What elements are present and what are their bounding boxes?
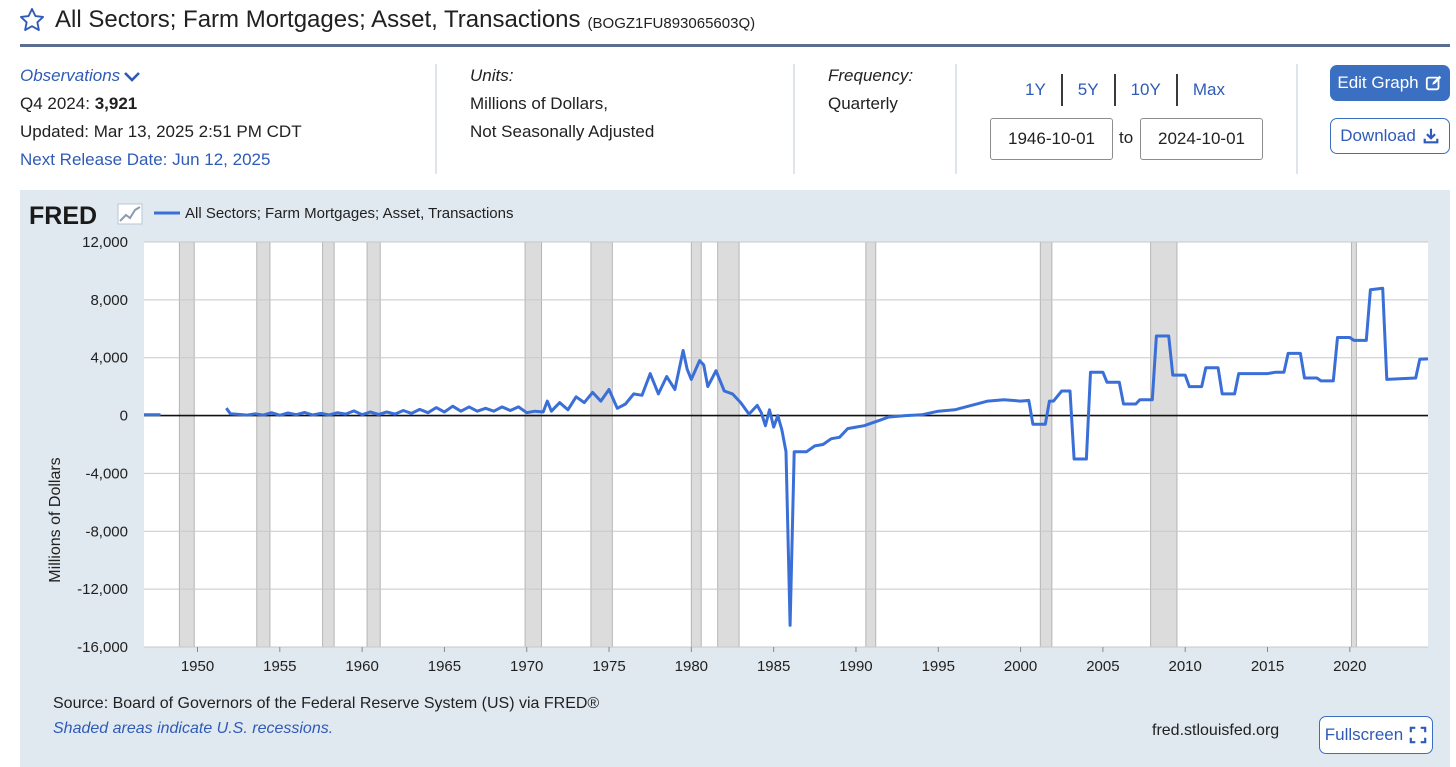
x-tick-label: 1995 bbox=[922, 658, 955, 675]
start-date-input[interactable]: 1946-10-01 bbox=[990, 118, 1113, 160]
y-tick-label: -4,000 bbox=[85, 465, 128, 482]
units-panel: Units: Millions of Dollars, Not Seasonal… bbox=[470, 62, 654, 146]
x-tick-label: 2010 bbox=[1169, 658, 1202, 675]
x-tick-label: 1970 bbox=[510, 658, 543, 675]
x-tick-label: 2020 bbox=[1333, 658, 1366, 675]
y-tick-label: 8,000 bbox=[90, 292, 128, 309]
fred-logo-graph-icon bbox=[117, 203, 143, 225]
observations-dropdown[interactable]: Observations bbox=[20, 62, 302, 90]
range-buttons: 1Y 5Y 10Y Max bbox=[1010, 74, 1240, 106]
recession-band bbox=[1039, 241, 1053, 648]
x-tick-label: 1950 bbox=[181, 658, 214, 675]
title-divider bbox=[20, 44, 1450, 47]
chart-panel: FRED All Sectors; Farm Mortgages; Asset,… bbox=[20, 190, 1450, 767]
recession-band bbox=[717, 241, 740, 648]
download-button[interactable]: Download bbox=[1330, 118, 1450, 154]
series-lines bbox=[143, 286, 1429, 627]
series-id: (BOGZ1FU893065603Q) bbox=[587, 14, 756, 32]
star-icon[interactable] bbox=[18, 6, 46, 34]
latest-period: Q4 2024: bbox=[20, 94, 90, 113]
recession-band bbox=[590, 241, 613, 648]
next-release-link[interactable]: Next Release Date: Jun 12, 2025 bbox=[20, 150, 271, 169]
x-tick-label: 1990 bbox=[839, 658, 872, 675]
recession-note: Shaded areas indicate U.S. recessions. bbox=[53, 720, 334, 737]
y-axis: 12,000 8,000 4,000 0 -4,000 -8,000 -12,000 -16,… bbox=[77, 234, 128, 656]
grid-lines bbox=[144, 241, 1428, 648]
range-max-button[interactable]: Max bbox=[1175, 74, 1240, 106]
fullscreen-label: Fullscreen bbox=[1324, 725, 1404, 744]
recession-band bbox=[178, 241, 195, 648]
chevron-down-icon bbox=[124, 72, 141, 82]
recession-band bbox=[1150, 241, 1178, 648]
y-tick-label: -16,000 bbox=[77, 639, 128, 656]
x-tick-label: 2005 bbox=[1086, 658, 1119, 675]
fullscreen-icon bbox=[1409, 726, 1427, 744]
x-tick-label: 1960 bbox=[345, 658, 378, 675]
x-tick-label: 1965 bbox=[428, 658, 461, 675]
x-tick-label: 1985 bbox=[757, 658, 790, 675]
series-line bbox=[225, 286, 1429, 627]
fred-logo-text: FRED bbox=[29, 202, 97, 230]
units-label: Units: bbox=[470, 66, 514, 85]
y-tick-label: -12,000 bbox=[77, 581, 128, 598]
recession-band bbox=[256, 241, 271, 648]
y-tick-label: -8,000 bbox=[85, 523, 128, 540]
edit-graph-button[interactable]: Edit Graph bbox=[1330, 65, 1450, 101]
recession-band bbox=[366, 241, 381, 648]
recession-band bbox=[690, 241, 702, 648]
x-tick-label: 1980 bbox=[675, 658, 708, 675]
y-axis-label: Millions of Dollars bbox=[47, 457, 64, 582]
y-tick-label: 4,000 bbox=[90, 350, 128, 367]
fred-logo: FRED bbox=[29, 202, 143, 230]
x-tick-label: 2000 bbox=[1004, 658, 1037, 675]
range-5y-button[interactable]: 5Y bbox=[1060, 74, 1114, 106]
site-text: fred.stlouisfed.org bbox=[1152, 722, 1280, 739]
y-tick-label: 12,000 bbox=[82, 234, 128, 251]
frequency-label: Frequency: bbox=[828, 66, 914, 85]
chart-svg: FRED All Sectors; Farm Mortgages; Asset,… bbox=[29, 202, 1429, 675]
edit-icon bbox=[1425, 75, 1441, 91]
column-divider bbox=[955, 64, 957, 174]
range-10y-button[interactable]: 10Y bbox=[1113, 74, 1176, 106]
x-axis: 1950 1955 1960 1965 1970 1975 1980 1985 1990 1995… bbox=[181, 647, 1366, 675]
range-1y-button[interactable]: 1Y bbox=[1025, 80, 1046, 99]
column-divider bbox=[793, 64, 795, 174]
observations-panel: Observations Q4 2024: 3,921 Updated: Mar… bbox=[20, 62, 302, 174]
frequency-value: Quarterly bbox=[828, 94, 898, 113]
x-tick-label: 1975 bbox=[592, 658, 625, 675]
edit-graph-label: Edit Graph bbox=[1337, 73, 1419, 92]
source-text: Source: Board of Governors of the Federa… bbox=[53, 695, 600, 712]
recession-band bbox=[1350, 241, 1357, 648]
updated-text: Updated: Mar 13, 2025 2:51 PM CDT bbox=[20, 122, 302, 141]
column-divider bbox=[1296, 64, 1298, 174]
fullscreen-button[interactable]: Fullscreen bbox=[1319, 716, 1433, 754]
y-tick-label: 0 bbox=[120, 408, 128, 425]
units-line-1: Millions of Dollars, bbox=[470, 94, 608, 113]
recession-band bbox=[524, 241, 543, 648]
units-line-2: Not Seasonally Adjusted bbox=[470, 122, 655, 141]
download-label: Download bbox=[1340, 126, 1416, 145]
observations-label: Observations bbox=[20, 66, 121, 85]
recession-band bbox=[322, 241, 335, 648]
latest-value: 3,921 bbox=[94, 94, 138, 113]
date-to-label: to bbox=[1119, 128, 1134, 147]
x-tick-label: 2015 bbox=[1251, 658, 1284, 675]
x-tick-label: 1955 bbox=[263, 658, 296, 675]
latest-observation: Q4 2024: 3,921 bbox=[20, 90, 302, 118]
column-divider bbox=[435, 64, 437, 174]
title-row: All Sectors; Farm Mortgages; Asset, Tran… bbox=[18, 2, 755, 38]
end-date-input[interactable]: 2024-10-01 bbox=[1140, 118, 1263, 160]
legend-label: All Sectors; Farm Mortgages; Asset, Tran… bbox=[185, 205, 513, 222]
frequency-panel: Frequency: Quarterly bbox=[828, 62, 913, 118]
download-icon bbox=[1423, 128, 1439, 144]
recession-band bbox=[865, 241, 877, 648]
series-title: All Sectors; Farm Mortgages; Asset, Tran… bbox=[55, 6, 581, 33]
